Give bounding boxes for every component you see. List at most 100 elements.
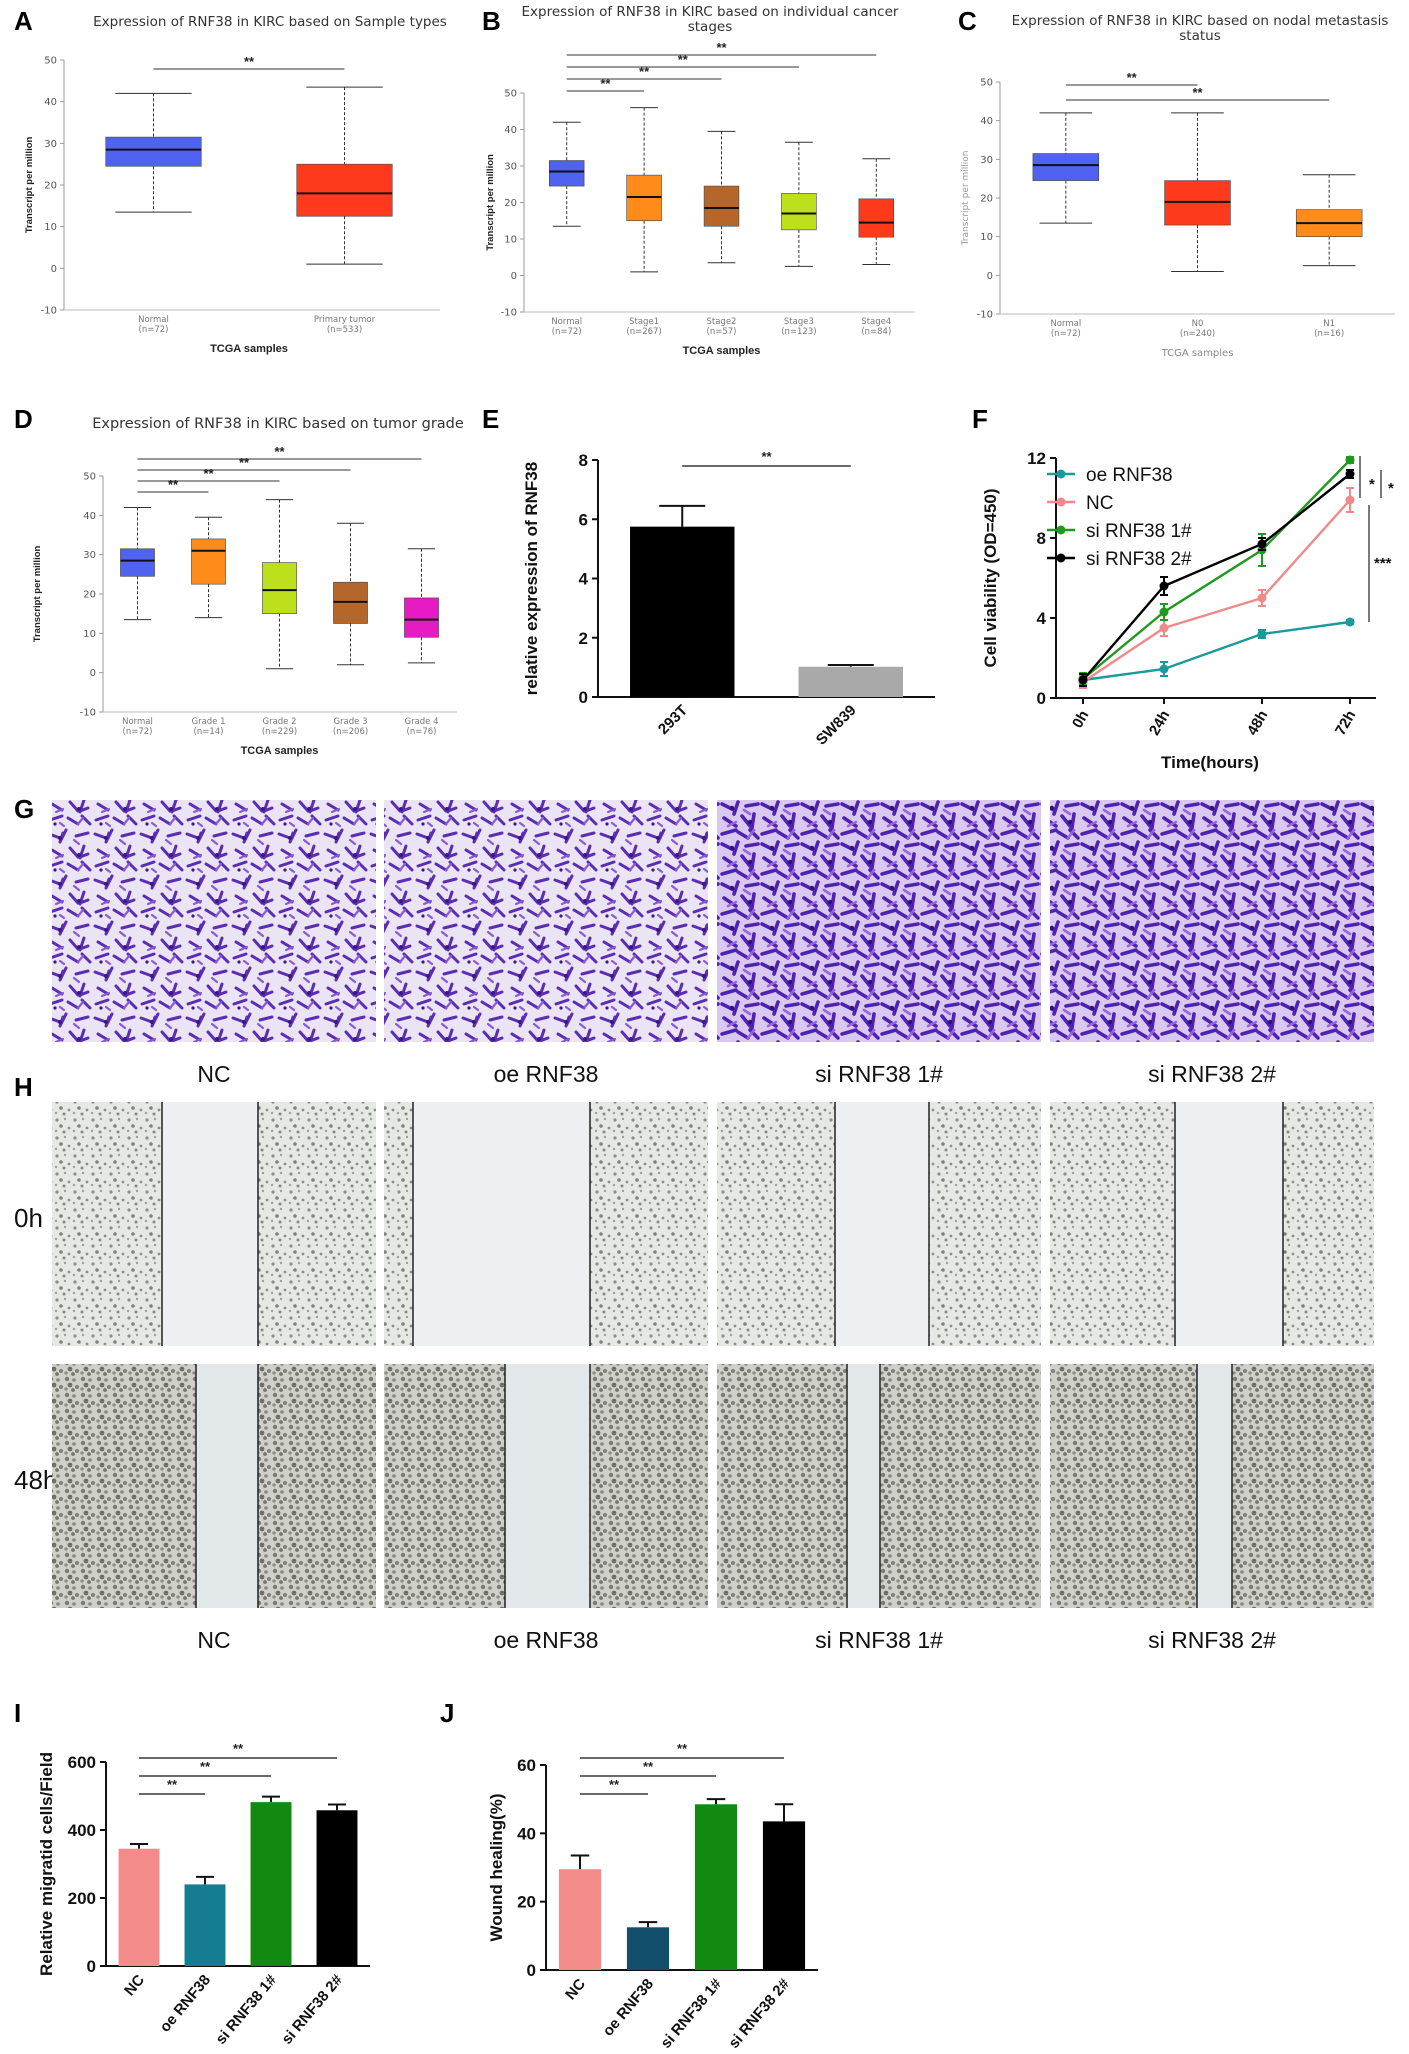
x-category-count: (n=267) [626,327,661,337]
y-tick-label: 600 [68,1753,96,1772]
bar-1 [626,1927,670,1970]
series-point [1345,469,1355,479]
chart-title-line: status [1179,28,1220,44]
y-tick-label: 40 [44,97,57,108]
panel-h-scratch: 0h 48h NC oe RNF38 si RNF38 1# si RNF38 2# [14,1102,1374,1653]
series-point [1257,539,1267,549]
y-tick-label: 0 [511,271,517,282]
significance-label: * [1388,480,1394,497]
y-tick-label: 20 [44,181,57,192]
y-tick-label: 30 [83,550,96,561]
y-tick-label: 30 [980,155,993,166]
x-category-label: 293T [655,702,691,738]
scratch-row-label: 0h [14,1203,43,1233]
x-category-label: N0 [1192,319,1204,329]
legend-swatch-point [1056,469,1066,479]
box-0 [1032,153,1100,181]
scratch-gap [847,1364,880,1608]
y-tick-label: 0 [1037,689,1046,708]
x-category-label: oe RNF38 [157,1972,214,2036]
series-point [1078,675,1088,685]
scratch-caption: oe RNF38 [494,1627,599,1653]
scratch-gap [505,1364,590,1608]
significance-label: ** [643,1759,654,1774]
series-point [1257,593,1267,603]
chart-title-line: Expression of RNF38 in KIRC based on nod… [1012,13,1389,29]
y-axis-label: Transcript per million [485,154,496,251]
y-axis-label: Wound healing(%) [487,1794,506,1942]
y-tick-label: 4 [579,570,589,589]
y-tick-label: 0 [90,668,96,679]
legend-label: si RNF38 1# [1086,521,1192,542]
significance-label: ** [1192,85,1203,100]
y-tick-label: 10 [44,222,57,233]
y-tick-label: 0 [527,1961,536,1980]
bar-1 [184,1884,226,1966]
x-category-count: (n=240) [1180,329,1215,339]
significance-label: ** [600,76,611,91]
chart-a: Expression of RNF38 in KIRC based on Sam… [24,14,447,355]
chart-title: Expression of RNF38 in KIRC based on tum… [92,416,464,432]
x-category-count: (n=72) [1051,329,1081,339]
x-category-label: Normal [138,315,169,325]
scratch-gap [162,1102,258,1346]
y-tick-label: 50 [44,56,57,67]
x-category-label: si RNF38 1# [212,1971,280,2048]
x-category-label: 48h [1244,708,1272,739]
panel-letter-b: B [482,6,501,36]
y-tick-label: 40 [83,511,96,522]
y-tick-label: 8 [579,451,588,470]
bar-0 [630,526,735,697]
y-tick-label: 40 [504,125,517,136]
box-0 [105,136,202,167]
y-tick-label: 20 [517,1893,536,1912]
x-category-label: si RNF38 2# [278,1971,346,2048]
legend-label: NC [1086,493,1113,514]
series-point [1159,664,1169,674]
legend-swatch-point [1056,497,1066,507]
x-category-label: Normal [551,317,582,327]
x-category-label: NC [121,1972,148,2000]
x-category-label: 0h [1069,708,1092,732]
chart-e: 0 2 4 6 8 relative expression of RNF38 293T SW8… [522,449,935,749]
x-category-label: Normal [1050,319,1081,329]
chart-f: 0 4 8 12 Cell viability (OD=450) 0h 24h 48h 72h T… [981,449,1394,772]
scratch-gap [1175,1102,1283,1346]
transwell-image-3 [1050,800,1374,1042]
transwell-image-1 [384,800,708,1042]
legend-swatch-point [1056,525,1066,535]
series-point [1345,495,1355,505]
box-2 [262,562,297,614]
significance-label: ** [200,1759,211,1774]
x-category-label: Grade 3 [333,717,367,727]
x-category-label: 24h [1146,708,1174,739]
x-axis-label: TCGA samples [210,343,288,355]
y-tick-label: 0 [579,688,588,707]
x-category-count: (n=72) [123,727,153,737]
x-category-count: (n=229) [262,727,297,737]
y-tick-label: 50 [504,89,517,100]
significance-label: ** [239,455,250,470]
box-0 [548,160,585,187]
y-tick-label: 50 [980,78,993,89]
scratch-caption: si RNF38 1# [815,1627,943,1653]
y-tick-label: 40 [517,1824,536,1843]
y-tick-label: 12 [1027,449,1046,468]
x-category-label: SW839 [813,702,860,749]
x-category-count: (n=72) [139,325,169,335]
x-category-count: (n=533) [327,325,362,335]
chart-title-line: stages [688,19,733,35]
y-axis-label: Relative migratid cells/Field [37,1752,56,1976]
x-axis-label: TCGA samples [241,745,319,757]
series-line-0 [1082,620,1351,682]
chart-d: Expression of RNF38 in KIRC based on tum… [32,416,464,757]
significance-label: ** [1127,70,1138,85]
y-tick-label: 10 [83,629,96,640]
bar-0 [558,1869,602,1970]
x-category-count: (n=57) [707,327,737,337]
significance-label: ** [677,1741,688,1756]
significance-label: ** [678,52,689,67]
transwell-caption: si RNF38 1# [815,1061,943,1087]
